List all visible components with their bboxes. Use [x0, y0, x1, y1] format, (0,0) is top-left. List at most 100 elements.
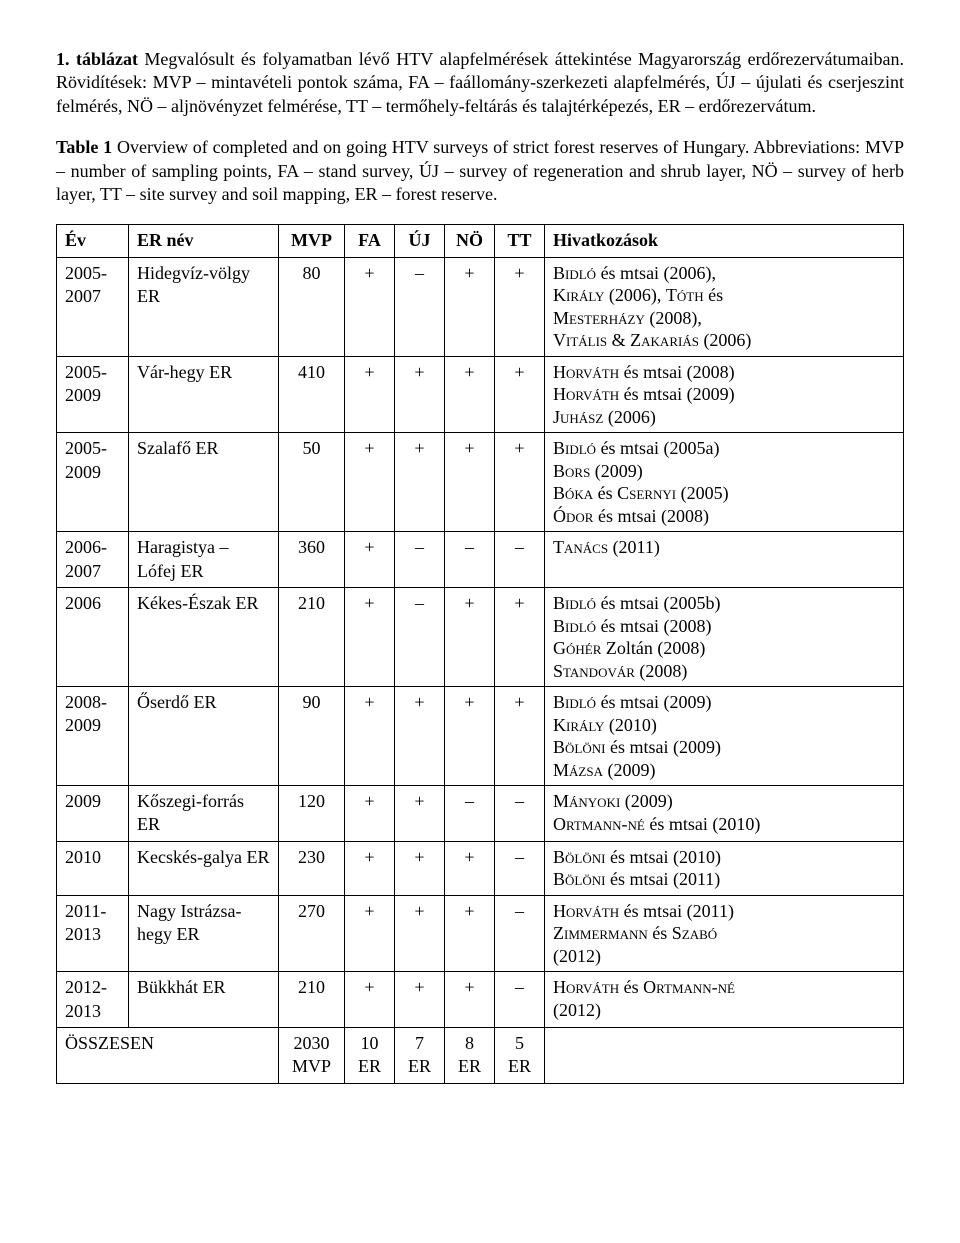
cell-no: + [445, 257, 495, 356]
table-row: 2005-2009Szalafő ER50++++Bidló és mtsai … [57, 433, 904, 532]
cell-ev: 2011-2013 [57, 895, 129, 972]
cell-fa: + [345, 841, 395, 895]
cell-ev: 2005-2009 [57, 433, 129, 532]
cell-no: + [445, 841, 495, 895]
table-body: 2005-2007Hidegvíz-völgy ER80+–++Bidló és… [57, 257, 904, 1083]
th-refs: Hivatkozások [545, 225, 904, 257]
cell-name: Bükkhát ER [129, 972, 279, 1028]
cell-tt: – [495, 532, 545, 588]
cell-uj: + [395, 841, 445, 895]
cell-name: Hidegvíz-völgy ER [129, 257, 279, 356]
cell-tt: + [495, 588, 545, 687]
cell-total-tt: 5ER [495, 1028, 545, 1084]
th-no: NÖ [445, 225, 495, 257]
cell-ev: 2010 [57, 841, 129, 895]
cell-refs: Tanács (2011) [545, 532, 904, 588]
caption-hu-text: Megvalósult és folyamatban lévő HTV alap… [56, 49, 904, 116]
cell-uj: + [395, 433, 445, 532]
table-row: 2012-2013Bükkhát ER210+++–Horváth és Ort… [57, 972, 904, 1028]
cell-total-fa: 10ER [345, 1028, 395, 1084]
cell-refs: Horváth és mtsai (2008)Horváth és mtsai … [545, 356, 904, 433]
cell-mvp: 90 [279, 687, 345, 786]
cell-total-refs [545, 1028, 904, 1084]
cell-uj: + [395, 356, 445, 433]
table-header-row: Év ER név MVP FA ÚJ NÖ TT Hivatkozások [57, 225, 904, 257]
cell-ev: 2012-2013 [57, 972, 129, 1028]
cell-fa: + [345, 972, 395, 1028]
caption-english: Table 1 Overview of completed and on goi… [56, 136, 904, 206]
cell-uj: – [395, 532, 445, 588]
cell-refs: Bidló és mtsai (2005a)Bors (2009)Bóka és… [545, 433, 904, 532]
cell-refs: Bidló és mtsai (2009)Király (2010)Bölöni… [545, 687, 904, 786]
cell-fa: + [345, 532, 395, 588]
cell-refs: Horváth és mtsai (2011)Zimmermann és Sza… [545, 895, 904, 972]
cell-ev: 2005-2007 [57, 257, 129, 356]
cell-mvp: 210 [279, 588, 345, 687]
cell-name: Haragistya – Lófej ER [129, 532, 279, 588]
table-row: 2009Kőszegi-forrás ER120++––Mányoki (200… [57, 786, 904, 842]
cell-no: + [445, 972, 495, 1028]
cell-no: + [445, 433, 495, 532]
cell-tt: + [495, 257, 545, 356]
cell-tt: – [495, 972, 545, 1028]
cell-total-label: ÖSSZESEN [57, 1028, 279, 1084]
cell-mvp: 360 [279, 532, 345, 588]
table-row: 2010Kecskés-galya ER230+++–Bölöni és mts… [57, 841, 904, 895]
cell-refs: Horváth és Ortmann-né(2012) [545, 972, 904, 1028]
cell-fa: + [345, 356, 395, 433]
cell-tt: + [495, 356, 545, 433]
table-row: 2006-2007Haragistya – Lófej ER360+–––Tan… [57, 532, 904, 588]
table-row: 2005-2009Vár-hegy ER410++++Horváth és mt… [57, 356, 904, 433]
cell-tt: + [495, 433, 545, 532]
cell-tt: – [495, 786, 545, 842]
cell-uj: + [395, 687, 445, 786]
table-row: 2008-2009Őserdő ER90++++Bidló és mtsai (… [57, 687, 904, 786]
cell-ev: 2006 [57, 588, 129, 687]
caption-en-label: Table 1 [56, 137, 112, 157]
th-ev: Év [57, 225, 129, 257]
th-uj: ÚJ [395, 225, 445, 257]
cell-uj: + [395, 786, 445, 842]
cell-fa: + [345, 895, 395, 972]
cell-name: Vár-hegy ER [129, 356, 279, 433]
cell-mvp: 270 [279, 895, 345, 972]
cell-name: Kékes-Észak ER [129, 588, 279, 687]
cell-refs: Bidló és mtsai (2005b)Bidló és mtsai (20… [545, 588, 904, 687]
cell-ev: 2005-2009 [57, 356, 129, 433]
th-name: ER név [129, 225, 279, 257]
table-row: 2006Kékes-Észak ER210+–++Bidló és mtsai … [57, 588, 904, 687]
cell-ev: 2009 [57, 786, 129, 842]
caption-en-text: Overview of completed and on going HTV s… [56, 137, 904, 204]
cell-ev: 2006-2007 [57, 532, 129, 588]
cell-refs: Mányoki (2009)Ortmann-né és mtsai (2010) [545, 786, 904, 842]
cell-no: + [445, 588, 495, 687]
cell-refs: Bölöni és mtsai (2010)Bölöni és mtsai (2… [545, 841, 904, 895]
cell-mvp: 210 [279, 972, 345, 1028]
cell-uj: + [395, 895, 445, 972]
cell-fa: + [345, 433, 395, 532]
cell-uj: – [395, 257, 445, 356]
cell-tt: + [495, 687, 545, 786]
cell-uj: – [395, 588, 445, 687]
cell-fa: + [345, 786, 395, 842]
cell-fa: + [345, 257, 395, 356]
cell-mvp: 410 [279, 356, 345, 433]
cell-name: Őserdő ER [129, 687, 279, 786]
cell-tt: – [495, 841, 545, 895]
th-fa: FA [345, 225, 395, 257]
cell-name: Nagy Istrázsa-hegy ER [129, 895, 279, 972]
cell-fa: + [345, 687, 395, 786]
cell-name: Kőszegi-forrás ER [129, 786, 279, 842]
cell-tt: – [495, 895, 545, 972]
survey-table: Év ER név MVP FA ÚJ NÖ TT Hivatkozások 2… [56, 224, 904, 1084]
cell-mvp: 50 [279, 433, 345, 532]
cell-fa: + [345, 588, 395, 687]
cell-ev: 2008-2009 [57, 687, 129, 786]
cell-mvp: 120 [279, 786, 345, 842]
cell-no: + [445, 356, 495, 433]
cell-mvp: 230 [279, 841, 345, 895]
cell-name: Szalafő ER [129, 433, 279, 532]
cell-no: – [445, 532, 495, 588]
caption-hu-label: 1. táblázat [56, 49, 138, 69]
cell-name: Kecskés-galya ER [129, 841, 279, 895]
